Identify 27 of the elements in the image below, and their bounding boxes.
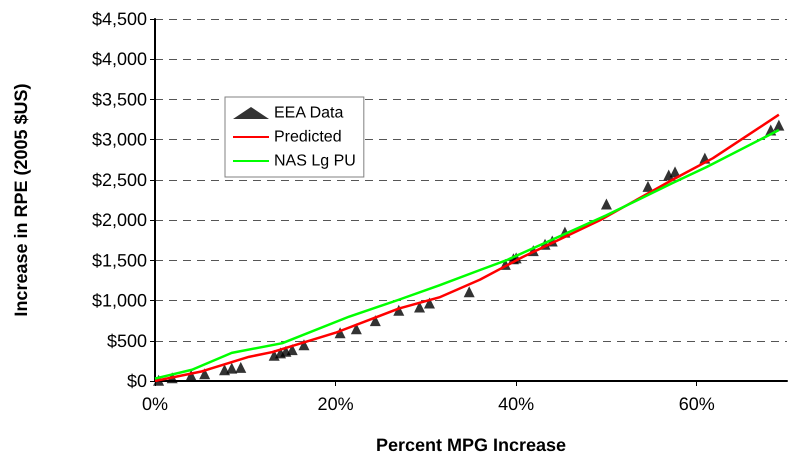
- y-axis-title: Increase in RPE (2005 $US): [11, 83, 31, 317]
- point: [226, 362, 238, 374]
- point: [600, 198, 612, 210]
- y-tick-label: $1,000: [92, 290, 147, 311]
- y-tick-label: $4,500: [92, 9, 147, 29]
- x-tick-label: 20%: [318, 394, 354, 414]
- y-tick-label: $1,500: [92, 250, 147, 270]
- x-tick-label: 40%: [498, 394, 534, 414]
- x-tick-label: 60%: [678, 394, 715, 414]
- y-tick-label: $500: [106, 330, 147, 351]
- point: [235, 362, 246, 373]
- point: [286, 344, 298, 356]
- legend-label: EEA Data: [274, 104, 344, 122]
- x-tick-label: 0%: [142, 394, 168, 414]
- y-tick-label: $4,000: [92, 49, 147, 70]
- x-axis-title: Percent MPG Increase: [376, 435, 566, 455]
- y-tick-label: $2,500: [92, 170, 147, 190]
- y-tick-label: $2,000: [92, 210, 147, 230]
- point: [199, 368, 210, 380]
- y-tick-label: $0: [126, 371, 147, 391]
- point: [464, 286, 475, 298]
- point: [773, 120, 784, 131]
- y-tick-label: $3,500: [92, 89, 147, 110]
- y-tick-label: $3,000: [92, 130, 147, 150]
- point: [414, 301, 426, 312]
- legend-label: NAS Lg PU: [274, 152, 356, 170]
- legend-label: Predicted: [274, 128, 342, 146]
